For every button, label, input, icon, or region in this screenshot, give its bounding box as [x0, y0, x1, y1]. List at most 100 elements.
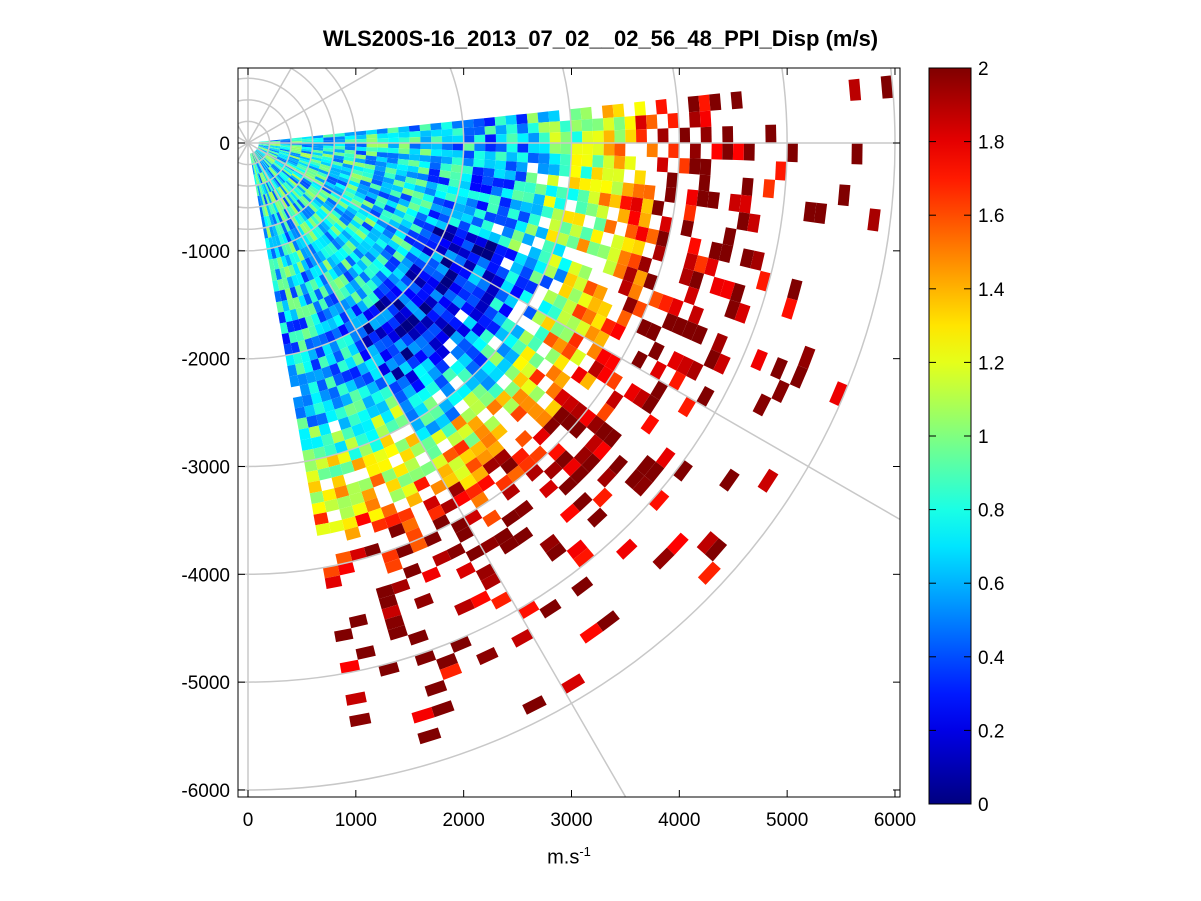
data-cell-1037 — [360, 255, 373, 268]
data-cell-930 — [594, 421, 614, 441]
data-cell-1507 — [405, 527, 424, 543]
data-cell-1248 — [398, 361, 413, 376]
data-cells — [249, 75, 894, 745]
data-cell-273 — [600, 180, 613, 194]
data-cell-1321 — [328, 280, 340, 293]
data-cell-313 — [534, 183, 547, 196]
data-cell-1129 — [435, 359, 450, 375]
data-cell-577 — [346, 183, 358, 192]
data-cell-1344 — [452, 490, 471, 508]
data-cell-198 — [624, 156, 636, 171]
data-cell-1501 — [377, 458, 393, 473]
data-cell-1212 — [457, 423, 474, 440]
data-cell-1094 — [478, 391, 496, 408]
data-cell-1047 — [435, 330, 450, 345]
data-cell-1208 — [425, 380, 441, 396]
data-cell-1240 — [350, 291, 363, 304]
data-cell-21 — [483, 117, 496, 127]
data-cell-307 — [471, 174, 483, 185]
data-cell-15 — [419, 123, 431, 131]
data-cell-1341 — [436, 463, 454, 480]
data-cell-843 — [501, 317, 517, 334]
data-cell-1638 — [253, 163, 257, 175]
data-cell-591 — [484, 239, 498, 253]
data-cell-279 — [685, 189, 699, 206]
data-cell-897 — [297, 182, 308, 192]
data-cell-992 — [341, 229, 353, 241]
data-cell-1751 — [334, 628, 354, 643]
data-cell-672 — [428, 232, 442, 245]
data-cell-1066 — [269, 166, 278, 176]
data-cell-1584 — [361, 487, 378, 502]
data-cell-1230 — [290, 204, 299, 215]
data-cell-230 — [548, 164, 560, 176]
data-cell-1078 — [356, 259, 368, 272]
data-cell-795 — [435, 263, 450, 276]
data-cell-311 — [513, 180, 526, 192]
data-cell-837 — [448, 281, 463, 296]
data-cell-629 — [403, 213, 416, 224]
data-cell-860 — [307, 187, 318, 197]
data-cell-34 — [687, 95, 700, 113]
data-cell-1015 — [527, 402, 545, 421]
data-cell-601 — [582, 280, 598, 297]
data-cell-950 — [384, 260, 397, 273]
data-cell-939 — [296, 184, 306, 194]
data-cell-978 — [648, 489, 670, 511]
data-cell-1386 — [475, 563, 496, 581]
data-cell-914 — [438, 295, 452, 310]
data-cell-1634 — [387, 625, 408, 641]
data-cell-757 — [449, 261, 463, 275]
data-cell-1438 — [283, 220, 291, 232]
data-cell-504 — [369, 183, 382, 191]
data-cell-554 — [507, 238, 522, 253]
data-cell-1155 — [347, 266, 359, 279]
data-cell-138 — [442, 143, 453, 151]
data-cell-1612 — [301, 327, 312, 340]
data-cell-648 — [616, 309, 633, 328]
data-cell-1415 — [370, 390, 385, 405]
colorbar-tick-label: 0.4 — [978, 648, 1005, 669]
data-cell-185 — [484, 151, 496, 161]
data-cell-1149 — [307, 217, 318, 228]
data-cell-248 — [312, 149, 324, 154]
data-cell-157 — [689, 143, 701, 159]
data-cell-1693 — [288, 331, 298, 344]
data-cell-1055 — [502, 397, 520, 415]
data-cell-1492 — [340, 369, 354, 383]
data-cell-923 — [528, 368, 546, 386]
data-cell-224 — [473, 158, 485, 168]
data-cell-609 — [711, 332, 728, 354]
data-cell-1727 — [274, 290, 282, 303]
data-cell-688 — [590, 313, 607, 331]
data-cell-611 — [770, 357, 788, 380]
data-cell-1302 — [470, 491, 490, 509]
data-cell-1262 — [501, 509, 521, 528]
data-cell-916 — [462, 315, 478, 331]
data-cell-321 — [619, 195, 633, 211]
data-cell-1393 — [266, 181, 274, 192]
data-cell-1491 — [336, 359, 349, 373]
data-cell-347 — [458, 180, 471, 191]
data-cell-1195 — [343, 270, 355, 283]
data-cell-1074 — [327, 228, 338, 240]
data-cell-1360 — [308, 255, 319, 267]
data-cell-598 — [553, 268, 568, 284]
data-cell-1171 — [460, 407, 477, 424]
data-cell-397 — [593, 217, 607, 232]
data-cell-1030 — [307, 202, 318, 213]
data-cell-848 — [553, 354, 570, 372]
data-cell-1197 — [355, 287, 368, 300]
data-cell-210 — [323, 148, 335, 152]
data-cell-1340 — [431, 453, 448, 470]
data-cell-774 — [677, 396, 697, 418]
data-cell-1469 — [476, 647, 499, 666]
data-cell-1040 — [382, 277, 396, 291]
data-cell-1457 — [366, 404, 381, 419]
data-cell-1175 — [487, 440, 505, 458]
data-cell-1028 — [292, 187, 303, 198]
data-cell-1112 — [317, 223, 328, 234]
data-cell-390 — [509, 199, 523, 211]
data-cell-371 — [310, 156, 322, 162]
data-cell-29 — [580, 106, 593, 120]
